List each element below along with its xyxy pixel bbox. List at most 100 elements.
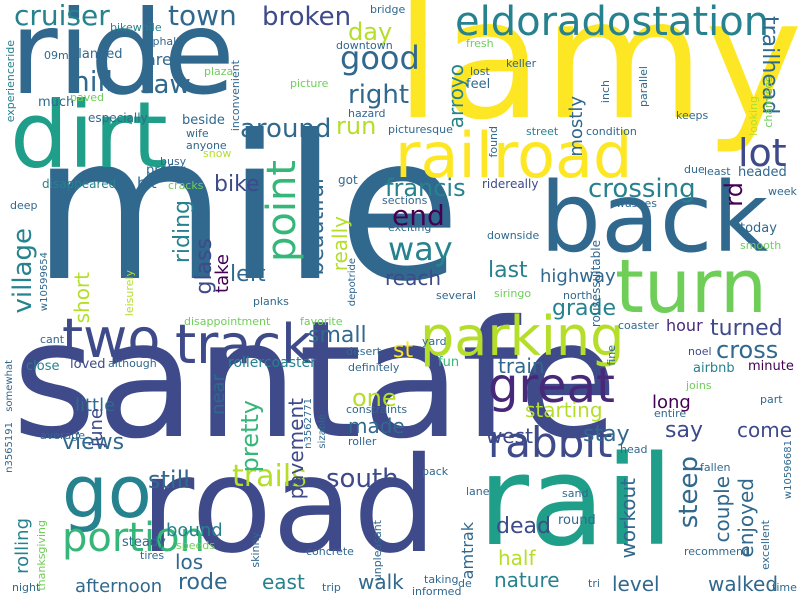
word-pack: pack: [422, 465, 449, 478]
word-small: small: [308, 323, 367, 348]
word-sand: sand: [562, 487, 589, 500]
word-ride: ride: [10, 0, 235, 121]
word-prefer: prefer: [146, 163, 186, 178]
word-excellent: excellent: [759, 520, 772, 570]
word-day: day: [348, 18, 393, 46]
word-inch: inch: [599, 80, 612, 104]
word-downside: downside: [487, 229, 540, 242]
word-fresh: fresh: [466, 37, 494, 50]
word-crossing: crossing: [588, 174, 696, 204]
word-today: today: [740, 221, 777, 236]
word-around: around: [240, 114, 332, 144]
word-looking: looking: [747, 96, 760, 136]
word-amtrak: amtrak: [458, 522, 477, 580]
word-short: short: [70, 272, 94, 324]
word-noel: noel: [688, 345, 712, 358]
word-beside: beside: [182, 113, 225, 128]
word-plaza: plaza: [204, 65, 234, 78]
word-rode: rode: [178, 570, 228, 595]
word-favorite: favorite: [300, 315, 343, 328]
word-fine: fine: [605, 345, 618, 366]
word-several: several: [436, 289, 477, 302]
word-snow: snow: [203, 147, 232, 160]
word-chamisos: chamisos: [762, 76, 775, 128]
word-feel: feel: [466, 77, 491, 92]
word-smooth: smooth: [740, 239, 782, 252]
word-yard: yard: [422, 335, 447, 348]
word-tires: tires: [140, 549, 165, 562]
word-bike: bike: [214, 172, 260, 197]
word-planned: planned: [70, 47, 123, 62]
word-week: week: [768, 185, 797, 198]
word-n3562771: n3562771: [303, 398, 314, 449]
word-come: come: [737, 418, 793, 442]
word-north: north: [563, 289, 593, 302]
word-although: although: [108, 357, 157, 370]
word-views: views: [62, 430, 125, 455]
word-planks: planks: [253, 295, 289, 308]
word-loved: loved: [70, 357, 106, 372]
word-got: got: [338, 173, 358, 187]
word-railroad: railroad: [395, 119, 633, 192]
word-east: east: [262, 570, 305, 594]
word-left: left: [230, 262, 266, 287]
word-condition: condition: [586, 125, 637, 138]
word-time: time: [772, 581, 797, 594]
word-exciting: exciting: [388, 221, 432, 234]
word-part: part: [760, 393, 783, 406]
word-experienceride: experienceride: [4, 40, 17, 123]
word-lost: lost: [470, 65, 490, 78]
word-dead: dead: [496, 514, 551, 539]
word-couple: couple: [710, 476, 734, 543]
word-concrete: concrete: [306, 545, 354, 558]
word-keeps: keeps: [676, 109, 709, 122]
word-west: west: [486, 424, 533, 448]
word-rabbit: rabbit: [488, 418, 613, 467]
word-bound: bound: [166, 520, 223, 541]
word-run: run: [336, 112, 377, 140]
word-take: take: [212, 254, 233, 293]
word-picture: picture: [290, 77, 329, 90]
word-inconvenient: inconvenient: [229, 60, 242, 132]
word-pretty: pretty: [236, 400, 264, 473]
word-somewhat: somewhat: [4, 360, 15, 412]
word-rail: rail: [478, 430, 674, 574]
word-roller: roller: [348, 435, 377, 448]
word-lamy: lamy: [395, 0, 800, 157]
word-rousessuitable: rousessuitable: [589, 240, 603, 328]
word-back: back: [540, 162, 769, 274]
word-joins: joins: [686, 379, 712, 392]
word-dirt: dirt: [10, 82, 168, 189]
word-especially: especially: [88, 111, 148, 125]
word-hazard: hazard: [348, 107, 386, 120]
word-w10599654: w10599654: [39, 252, 50, 312]
word-due: due: [684, 163, 705, 176]
word-francis: francis: [385, 174, 466, 202]
word-desert: desert: [346, 345, 382, 358]
word-half: half: [498, 546, 536, 570]
word-n3565191: n3565191: [4, 422, 15, 473]
word-st: st: [393, 338, 414, 363]
word-close: close: [26, 359, 60, 374]
word-mile: mile: [32, 93, 462, 326]
word-way: way: [388, 230, 453, 268]
word-rollercoaster: rollercoaster: [228, 355, 316, 371]
word-point: point: [259, 160, 305, 263]
word-track: track: [175, 313, 313, 376]
word-recommend: recommend: [684, 545, 750, 558]
word-long: long: [652, 392, 691, 413]
word-cant: cant: [40, 333, 65, 346]
word-near: near: [208, 374, 229, 415]
word-good: good: [340, 39, 420, 77]
word-one: one: [352, 384, 397, 412]
word-disappeared: disappeared: [42, 177, 117, 191]
word-hill: hill: [72, 65, 114, 98]
word-road: road: [140, 429, 437, 583]
word-fallen: fallen: [700, 461, 731, 474]
word-09my: 09my: [44, 49, 76, 62]
word-mostly: mostly: [566, 96, 587, 157]
word-arroyo: arroyo: [444, 64, 468, 129]
word-level: level: [612, 572, 660, 596]
word-skinny: skinny: [249, 532, 262, 568]
word-deep: deep: [10, 199, 38, 212]
